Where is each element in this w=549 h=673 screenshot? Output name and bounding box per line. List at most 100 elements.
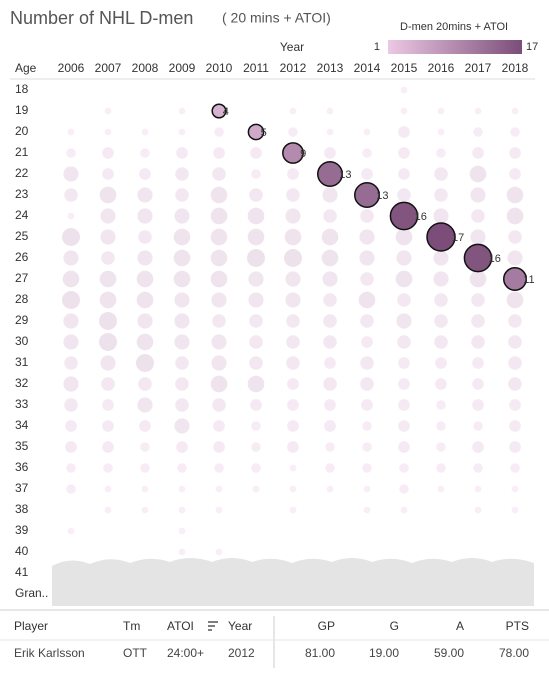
bubble bbox=[362, 442, 372, 452]
bubble bbox=[398, 357, 410, 369]
bubble bbox=[361, 336, 373, 348]
bubble-label: 17 bbox=[452, 232, 464, 244]
bubble bbox=[210, 186, 228, 204]
bubble bbox=[511, 485, 519, 493]
highlight-bubble[interactable] bbox=[282, 142, 304, 164]
bubble bbox=[215, 485, 223, 493]
bubble bbox=[359, 250, 375, 266]
bubble bbox=[473, 463, 483, 473]
bubble bbox=[212, 398, 226, 412]
bubble bbox=[212, 314, 226, 328]
bubble bbox=[399, 484, 409, 494]
bubble bbox=[398, 378, 410, 390]
bubble-label: 11 bbox=[523, 274, 534, 286]
bubble bbox=[211, 334, 227, 350]
table-header: GP bbox=[318, 619, 335, 633]
bubble bbox=[434, 314, 448, 328]
bubble bbox=[289, 506, 297, 514]
bubble bbox=[252, 485, 260, 493]
y-tick-label: 18 bbox=[15, 82, 29, 96]
y-tick-label: 34 bbox=[15, 418, 29, 432]
bubble bbox=[324, 399, 336, 411]
sort-icon[interactable] bbox=[208, 621, 218, 631]
bubble bbox=[101, 377, 115, 391]
bubble bbox=[214, 463, 224, 473]
bubble bbox=[363, 128, 371, 136]
bubble bbox=[506, 186, 524, 204]
bubble bbox=[506, 291, 524, 309]
bubble bbox=[104, 107, 112, 115]
bubble bbox=[284, 228, 302, 246]
bubble bbox=[433, 250, 449, 266]
bubble bbox=[358, 291, 376, 309]
bubble bbox=[474, 485, 482, 493]
bubble bbox=[62, 270, 80, 288]
bubble bbox=[136, 270, 154, 288]
highlight-bubble[interactable] bbox=[211, 103, 227, 119]
bubble bbox=[213, 147, 225, 159]
bubble bbox=[509, 420, 521, 432]
bubble bbox=[326, 128, 334, 136]
bubble bbox=[433, 208, 449, 224]
bubble bbox=[285, 271, 301, 287]
bubble bbox=[177, 463, 187, 473]
bubble bbox=[361, 168, 373, 180]
bubble bbox=[104, 128, 112, 136]
bubble bbox=[139, 168, 151, 180]
bubble bbox=[102, 399, 114, 411]
bubble bbox=[436, 148, 446, 158]
bubble bbox=[175, 398, 189, 412]
table-header: ATOI bbox=[167, 619, 194, 633]
bubble bbox=[436, 463, 446, 473]
highlight-bubble[interactable] bbox=[463, 243, 493, 273]
bubble bbox=[138, 377, 152, 391]
bubble bbox=[284, 249, 302, 267]
bubble bbox=[360, 272, 374, 286]
bubble bbox=[397, 335, 411, 349]
legend-gradient bbox=[388, 40, 522, 54]
bubble bbox=[437, 128, 445, 136]
bubble bbox=[214, 127, 224, 137]
bubble bbox=[102, 147, 114, 159]
y-tick-label: 32 bbox=[15, 376, 29, 390]
bubble bbox=[360, 209, 374, 223]
highlight-bubble[interactable] bbox=[247, 123, 265, 141]
bubble bbox=[174, 418, 190, 434]
bubble bbox=[326, 107, 334, 115]
bubble bbox=[65, 420, 77, 432]
bubble bbox=[247, 249, 265, 267]
bubble bbox=[136, 354, 154, 372]
bubble bbox=[213, 420, 225, 432]
highlight-bubble[interactable] bbox=[389, 201, 419, 231]
highlight-bubble[interactable] bbox=[426, 222, 456, 252]
bubble bbox=[101, 251, 115, 265]
bubble bbox=[398, 399, 410, 411]
bubble bbox=[251, 463, 261, 473]
y-axis-title: Age bbox=[15, 61, 37, 75]
bubble bbox=[249, 356, 263, 370]
y-tick-label: 41 bbox=[15, 565, 29, 579]
highlight-bubble[interactable] bbox=[317, 161, 343, 187]
bubble bbox=[99, 186, 117, 204]
bubble bbox=[212, 167, 226, 181]
legend-min: 1 bbox=[374, 41, 380, 53]
highlight-bubble[interactable] bbox=[502, 266, 528, 292]
bubble bbox=[397, 293, 411, 307]
x-tick-label: 2006 bbox=[58, 61, 85, 75]
bubble bbox=[286, 356, 300, 370]
highlight-bubble[interactable] bbox=[354, 182, 380, 208]
legend-max: 17 bbox=[526, 41, 538, 53]
bubble bbox=[472, 399, 484, 411]
bubble-label: 13 bbox=[339, 169, 351, 181]
bubble bbox=[100, 229, 116, 245]
bubble bbox=[178, 506, 186, 514]
y-tick-label: 19 bbox=[15, 103, 29, 117]
bubble bbox=[67, 212, 75, 220]
bubble bbox=[510, 463, 520, 473]
bubble bbox=[137, 313, 153, 329]
bubble bbox=[104, 485, 112, 493]
y-tick-label: 30 bbox=[15, 334, 29, 348]
x-tick-label: 2009 bbox=[169, 61, 196, 75]
bubble bbox=[508, 356, 522, 370]
bubble bbox=[471, 209, 485, 223]
